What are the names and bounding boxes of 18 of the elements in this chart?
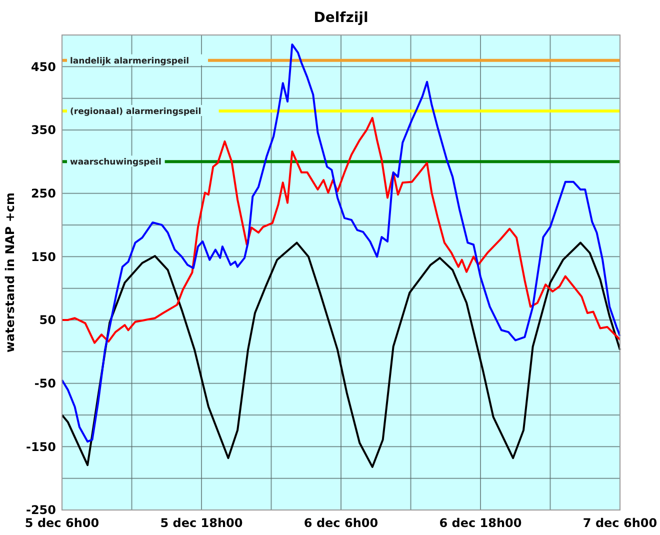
ref-line-label: waarschuwingspeil — [70, 158, 162, 168]
x-tick-label: 7 dec 6h00 — [582, 516, 658, 530]
x-tick-label: 5 dec 18h00 — [160, 516, 243, 530]
x-tick-label: 5 dec 6h00 — [24, 516, 100, 530]
y-tick-label: 50 — [39, 313, 56, 328]
x-tick-label: 6 dec 6h00 — [304, 516, 378, 530]
y-axis-title: waterstand in NAP +cm — [3, 192, 17, 353]
y-tick-label: 450 — [30, 60, 56, 74]
chart-title: Delfzijl — [314, 10, 368, 26]
y-tick-label: -150 — [26, 440, 56, 454]
x-tick-label: 6 dec 18h00 — [439, 516, 522, 530]
y-tick-label: -250 — [26, 503, 56, 518]
y-tick-label: 350 — [30, 123, 56, 138]
ref-line-label: (regionaal) alarmeringspeil — [70, 107, 202, 117]
y-tick-label: 150 — [30, 250, 56, 264]
y-tick-label: 250 — [30, 186, 56, 201]
y-tick-label: -50 — [34, 376, 56, 391]
ref-line-label: landelijk alarmeringspeil — [70, 56, 190, 66]
